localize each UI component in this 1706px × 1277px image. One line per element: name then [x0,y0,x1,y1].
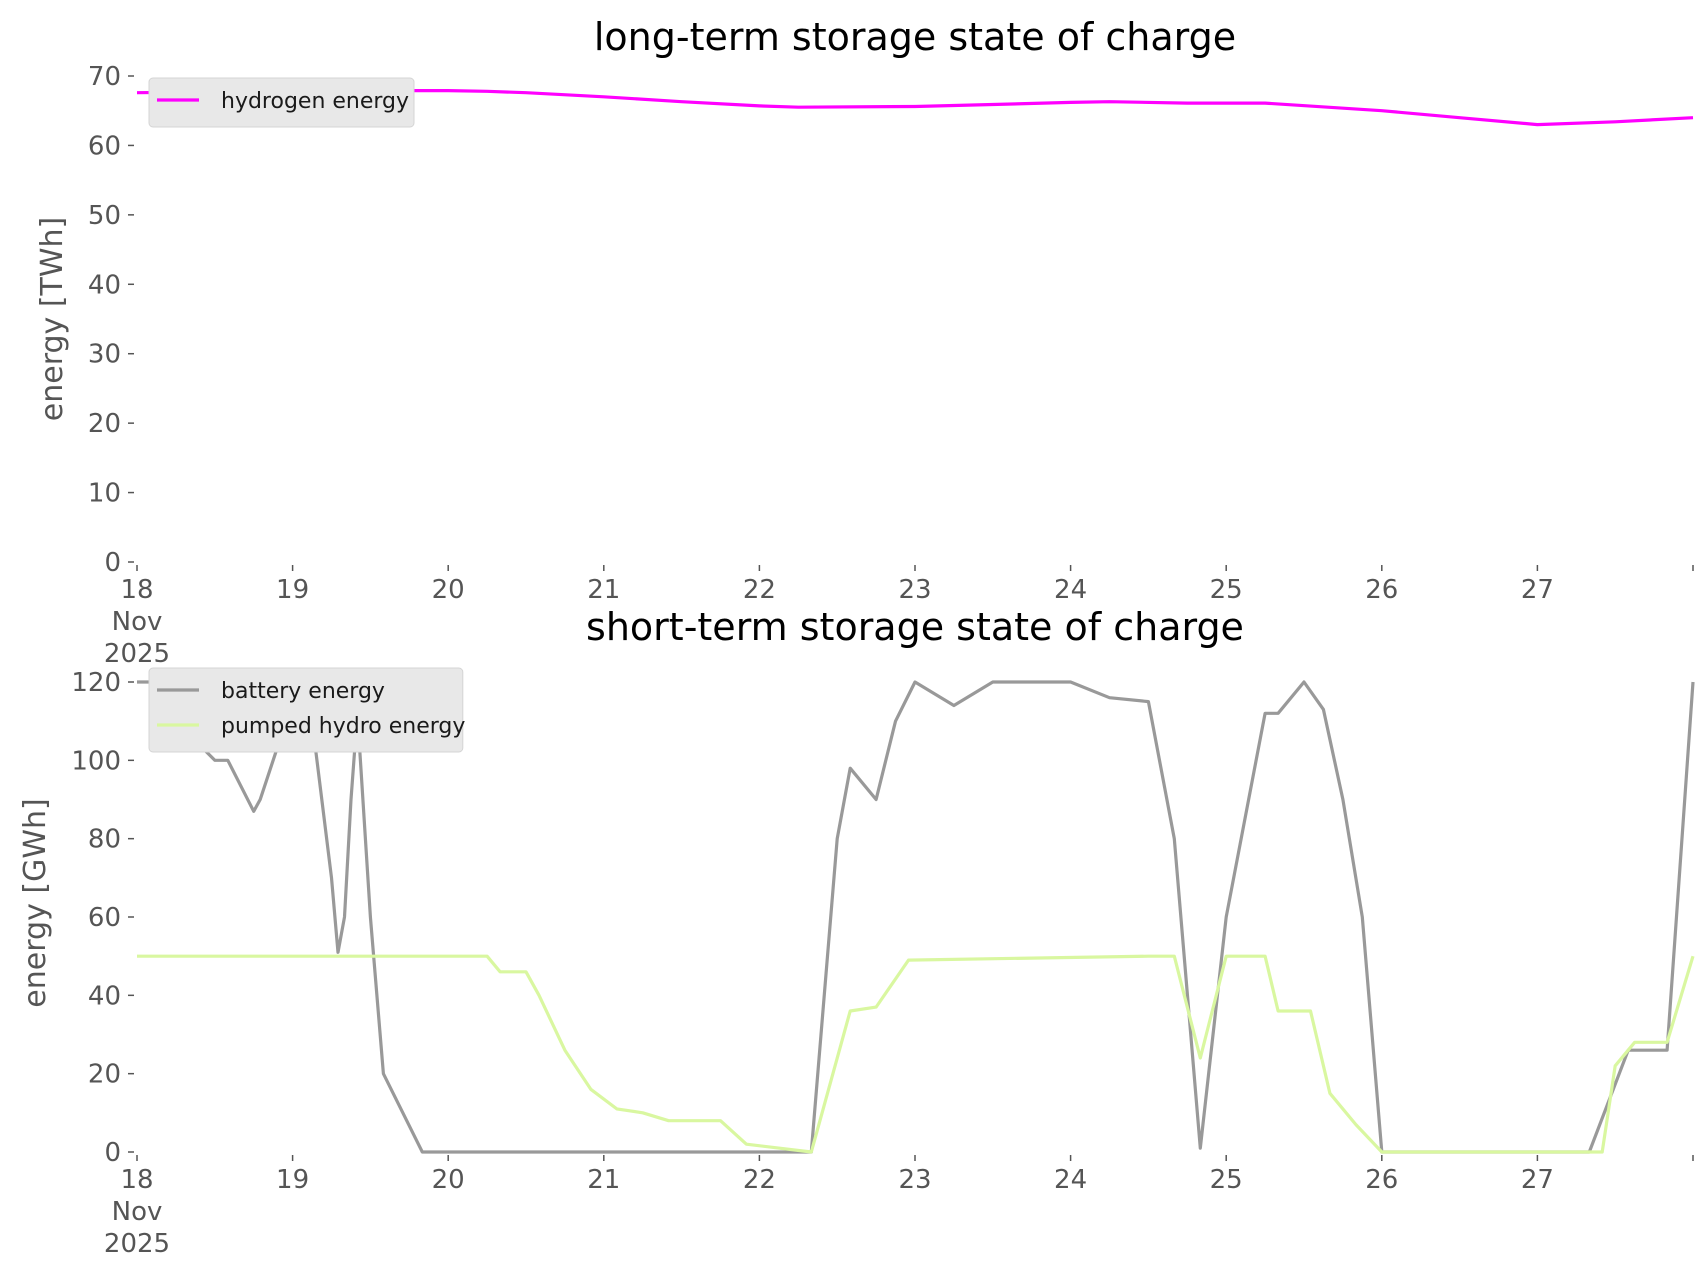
legend: battery energy pumped hydro energy [148,667,465,753]
y-tick-label: 40 [88,981,121,1011]
legend-entry: battery energy [221,679,385,704]
x-tick-label: 18 [120,1165,153,1195]
legend-box [148,77,415,128]
chart-title: short-term storage state of charge [586,605,1244,649]
y-tick-label: 60 [88,903,121,933]
x-tick-label: 26 [1365,575,1398,605]
y-tick-label: 20 [88,1060,121,1090]
y-tick-label: 30 [88,340,121,370]
y-axis-label: energy [GWh] [18,798,53,1007]
x-tick-label: 20 [432,1165,465,1195]
x-tick-label: 26 [1365,1165,1398,1195]
legend-entry: pumped hydro energy [221,714,465,739]
y-tick-label: 50 [88,201,121,231]
chart-panel-1: long-term storage state of charge energy … [35,15,1694,669]
x-tick-label: 22 [743,575,776,605]
x-tick-label: 27 [1521,1165,1554,1195]
y-tick-label: 100 [71,746,121,776]
x-tick-label: 23 [898,575,931,605]
x-tick-label: 19 [276,575,309,605]
y-tick-label: 60 [88,131,121,161]
y-tick-label: 0 [104,548,121,578]
x-tick-label: 19 [276,1165,309,1195]
legend-entry: hydrogen energy [221,89,409,114]
y-axis-label: energy [TWh] [35,217,70,421]
x-tick-label: 21 [587,575,620,605]
y-tick-label: 70 [88,62,121,92]
x-tick-label: 25 [1210,1165,1243,1195]
x-tick-sublabel: Nov [112,1197,163,1227]
legend-box [148,667,464,753]
chart-title: long-term storage state of charge [594,15,1236,59]
y-tick-label: 20 [88,409,121,439]
x-tick-label: 21 [587,1165,620,1195]
x-tick-sublabel: 2025 [104,639,170,669]
series-line-hydrogen-energy [136,88,1694,127]
x-tick-label: 24 [1054,575,1087,605]
y-tick-label: 120 [71,668,121,698]
x-tick-sublabel: 2025 [104,1229,170,1259]
x-tick-label: 24 [1054,1165,1087,1195]
y-tick-label: 10 [88,479,121,509]
chart-panel-2: short-term storage state of charge energy… [18,605,1695,1259]
x-tick-label: 18 [120,575,153,605]
x-tick-label: 22 [743,1165,776,1195]
x-tick-sublabel: Nov [112,607,163,637]
y-tick-label: 80 [88,825,121,855]
series-line-pumped-hydro-energy [137,954,1695,1154]
x-tick-label: 25 [1210,575,1243,605]
x-tick-label: 20 [432,575,465,605]
y-tick-label: 0 [104,1138,121,1168]
legend: hydrogen energy [148,77,415,128]
y-tick-label: 40 [88,270,121,300]
x-tick-label: 27 [1521,575,1554,605]
x-tick-label: 23 [898,1165,931,1195]
